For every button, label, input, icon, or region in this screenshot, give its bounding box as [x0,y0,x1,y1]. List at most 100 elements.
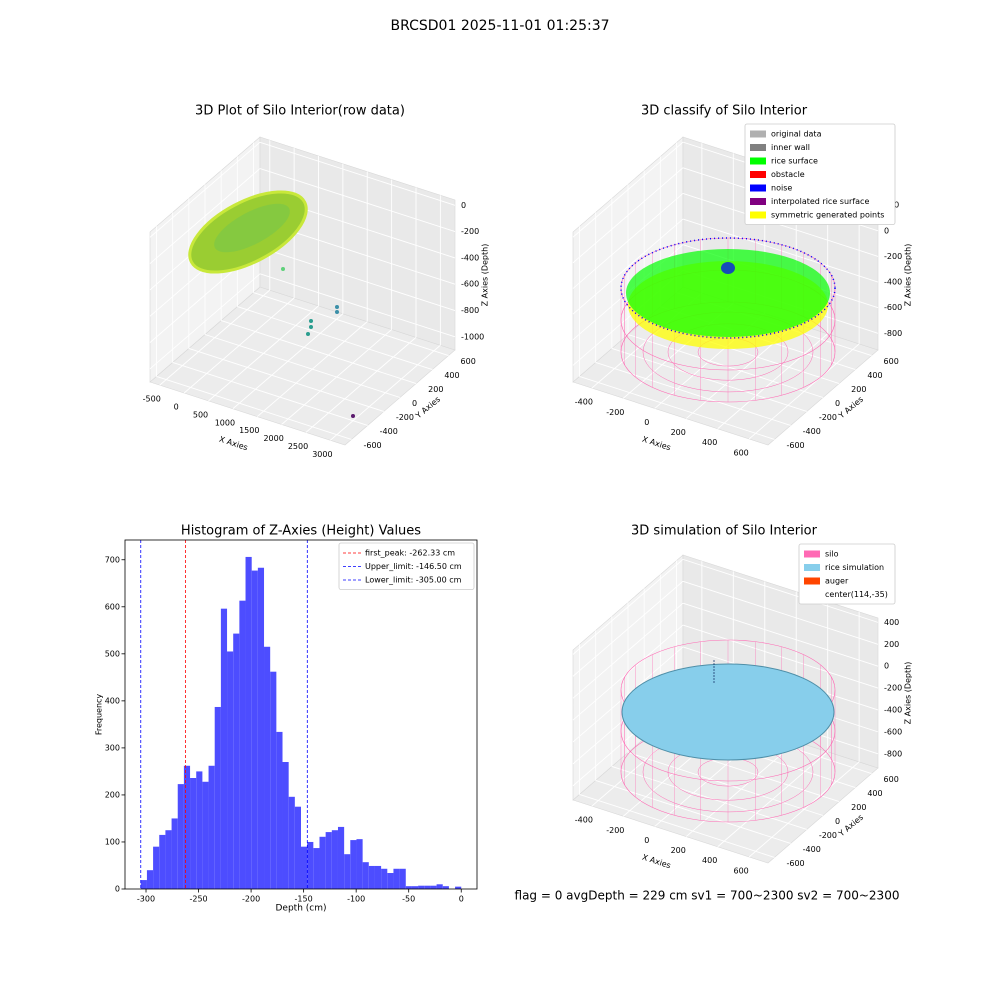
legend-label: silo [825,550,839,559]
legend-swatch [750,198,766,205]
legend-label: auger [825,577,849,586]
x-tick-label: -200 [606,826,624,835]
x-tick-label: 2500 [288,442,308,451]
bar [368,865,375,889]
y-tick-label: 600 [105,602,120,611]
bar [325,832,332,889]
x-tick-label: -150 [295,895,313,904]
z-tick-label: -400 [461,253,479,262]
point [309,325,313,329]
point [281,267,285,271]
x-tick-label: 200 [671,846,686,855]
y-tick-label: 200 [851,803,866,812]
bar [264,646,271,889]
bar [196,771,203,889]
grid-line [221,320,417,384]
grid-line [259,141,456,206]
y-axis-label: Y Axies [413,395,442,421]
point [335,305,339,309]
y-tick-label: 100 [105,837,120,846]
z-tick-label: -800 [884,329,902,338]
y-tick-label: -600 [786,441,804,450]
bar [239,600,246,889]
grid-line [595,780,791,844]
grid-line [172,362,368,426]
rice-simulation [621,663,835,761]
y-tick-label: 200 [851,385,866,394]
y-tick-label: -400 [803,845,821,854]
x-tick-label: 0 [644,836,649,845]
x-tick-label: 0 [459,895,464,904]
y-tick-label: -200 [819,413,837,422]
bar [356,839,363,889]
noise [721,262,735,274]
grid-line [149,141,261,238]
x-tick-label: -100 [347,895,365,904]
bar [455,886,462,889]
grid-line [682,218,879,283]
y-tick-label: 200 [428,385,443,394]
y-axis-label: Y Axies [836,395,865,421]
grid-line [682,624,879,689]
legend-label: rice surface [771,157,818,166]
bar [146,870,154,889]
z-tick-label: -600 [884,303,902,312]
y-tick-label: 400 [444,371,459,380]
bar [418,885,425,889]
y-tick-label: -400 [803,427,821,436]
bar [159,834,166,889]
x-tick-label: 3000 [312,450,332,459]
x-tick-label: -400 [575,398,593,407]
bar [251,570,258,889]
y-tick-label: -600 [363,441,381,450]
bar [393,868,400,889]
legend-label: obstacle [771,170,805,179]
bar [387,873,394,889]
rice-surface [626,249,830,337]
z-tick-label: -800 [884,749,902,758]
x-axis-label: X Axies [218,435,249,453]
x-tick-label: 200 [671,428,686,437]
z-tick-label: 0 [461,201,466,210]
z-tick-label: 400 [884,618,899,627]
grid-line [572,559,684,655]
bar [430,885,437,889]
point-cloud-inner [214,203,290,253]
bar [294,806,301,889]
point [351,414,355,418]
bar [220,608,228,889]
bar [331,830,338,889]
legend-label: first_peak: -262.33 cm [365,549,455,558]
legend-label: center(114,-35) [825,590,888,599]
grid-line [188,348,384,412]
x-tick-label: -50 [402,895,415,904]
y-tick-label: 200 [105,790,120,799]
grid-line [682,558,879,623]
x-tick-label: 0 [174,403,179,412]
bar [399,868,406,889]
grid-line [156,375,352,440]
bar [301,846,308,889]
bar [442,886,449,889]
z-tick-label: -600 [884,727,902,736]
y-tick-label: -400 [380,427,398,436]
grid-line [572,646,684,743]
x-tick-label: 0 [644,418,649,427]
z-tick-label: 0 [884,662,889,671]
grid-line [572,602,684,699]
chart-title: 3D classify of Silo Interior [641,104,808,119]
x-tick-label: -250 [189,895,207,904]
legend-box [744,123,896,225]
bar [288,796,295,889]
y-tick-label: 0 [835,399,840,408]
grid-line [627,752,824,816]
x-tick-label: 2000 [263,434,283,443]
legend-label: Lower_limit: -305.00 cm [365,576,462,585]
x-tick-label: 1000 [215,418,235,427]
grid-line [611,766,807,830]
grid-line [682,602,879,667]
y-tick-label: 600 [461,357,476,366]
legend-label: Upper_limit: -146.50 cm [365,562,462,571]
bar [381,868,388,889]
